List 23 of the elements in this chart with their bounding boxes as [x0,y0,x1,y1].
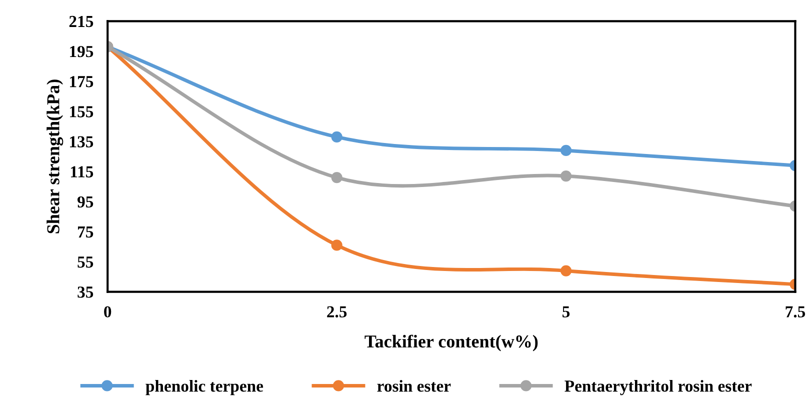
y-tick-label: 55 [78,256,94,268]
point [560,144,572,156]
y-tick-label: 35 [78,286,94,298]
y-axis-title: Shear strength(kPa) [46,80,64,234]
y-tick-label: 135 [70,136,94,148]
x-tick-label: 0 [104,306,112,318]
point [331,172,342,184]
x-tick-label: 7.5 [786,306,806,318]
legend-label: rosin ester [377,380,451,392]
y-tick-label: 95 [77,196,94,208]
legend-label: Pentaerythritol rosin ester [564,380,752,396]
legend-label: phenolic terpene [146,380,264,396]
y-tick-label: 175 [70,76,94,88]
y-tick-label: 75 [78,226,94,238]
x-axis-title: Tackifier content(w%) [364,334,538,352]
x-tick-label: 5 [562,306,570,318]
point [560,170,572,182]
y-tick-label: 115 [70,166,94,178]
y-tick-label: 155 [70,106,94,118]
y-tick-label: 215 [69,16,94,28]
y-tick-label: 195 [70,46,94,58]
x-tick-label: 2.5 [327,306,347,318]
point [331,131,342,142]
